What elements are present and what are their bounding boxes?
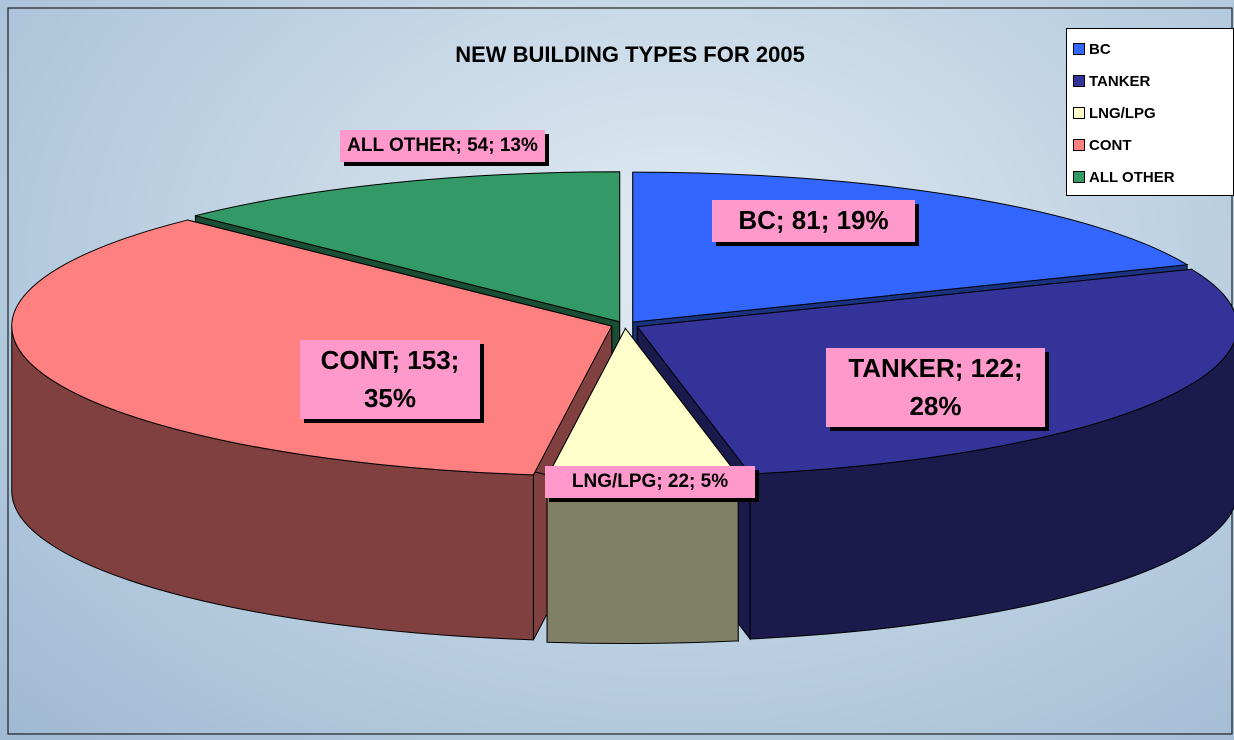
data-label: BC; 81; 19%	[712, 200, 915, 242]
legend-label: CONT	[1089, 136, 1132, 154]
legend-label: BC	[1089, 40, 1111, 58]
legend-item: TANKER	[1073, 65, 1227, 97]
legend-label: ALL OTHER	[1089, 168, 1175, 186]
chart-title: NEW BUILDING TYPES FOR 2005	[455, 42, 805, 67]
legend-item: LNG/LPG	[1073, 97, 1227, 129]
legend-swatch	[1073, 139, 1085, 151]
legend-item: CONT	[1073, 129, 1227, 161]
legend-swatch	[1073, 107, 1085, 119]
data-label: CONT; 153; 35%	[300, 340, 480, 420]
legend-swatch	[1073, 171, 1085, 183]
slice	[195, 171, 621, 323]
slice-wall	[546, 475, 739, 644]
legend-swatch	[1073, 43, 1085, 55]
outer-walls	[11, 326, 1234, 644]
legend: BC TANKER LNG/LPG CONT ALL OTHER	[1066, 28, 1234, 196]
legend-label: TANKER	[1089, 72, 1151, 90]
data-label: LNG/LPG; 22; 5%	[545, 466, 755, 498]
legend-item: ALL OTHER	[1073, 161, 1227, 193]
data-label: ALL OTHER; 54; 13%	[340, 130, 545, 162]
legend-item: BC	[1073, 33, 1227, 65]
legend-swatch	[1073, 75, 1085, 87]
data-label: TANKER; 122; 28%	[826, 348, 1045, 428]
legend-label: LNG/LPG	[1089, 104, 1156, 122]
